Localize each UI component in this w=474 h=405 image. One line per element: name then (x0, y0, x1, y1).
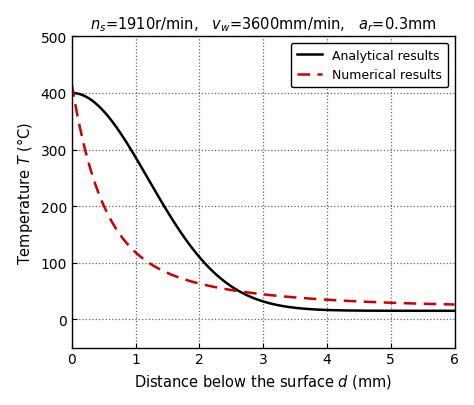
Legend: Analytical results, Numerical results: Analytical results, Numerical results (291, 43, 448, 88)
Analytical results (237, 290, 243, 294)
Numerical results (224, 287, 229, 292)
Analytical results (224, 281, 229, 286)
Numerical results (367, 300, 373, 305)
Analytical results (367, 309, 373, 313)
X-axis label: Distance below the surface $d$ (mm): Distance below the surface $d$ (mm) (134, 372, 392, 390)
Numerical results (69, 83, 74, 87)
Analytical results (332, 308, 337, 313)
Title: $n_s$=1910r/min,   $v_w$=3600mm/min,   $a_r$=0.3mm: $n_s$=1910r/min, $v_w$=3600mm/min, $a_r$… (90, 15, 437, 34)
Numerical results (374, 300, 380, 305)
Line: Numerical results: Numerical results (72, 85, 455, 305)
Numerical results (452, 302, 457, 307)
Numerical results (108, 218, 114, 223)
Analytical results (108, 118, 114, 123)
Analytical results (374, 309, 380, 313)
Numerical results (332, 298, 337, 303)
Analytical results (452, 309, 457, 313)
Y-axis label: Temperature $T$ (°C): Temperature $T$ (°C) (15, 121, 35, 264)
Numerical results (237, 289, 243, 294)
Line: Analytical results: Analytical results (72, 94, 455, 311)
Analytical results (69, 91, 74, 96)
